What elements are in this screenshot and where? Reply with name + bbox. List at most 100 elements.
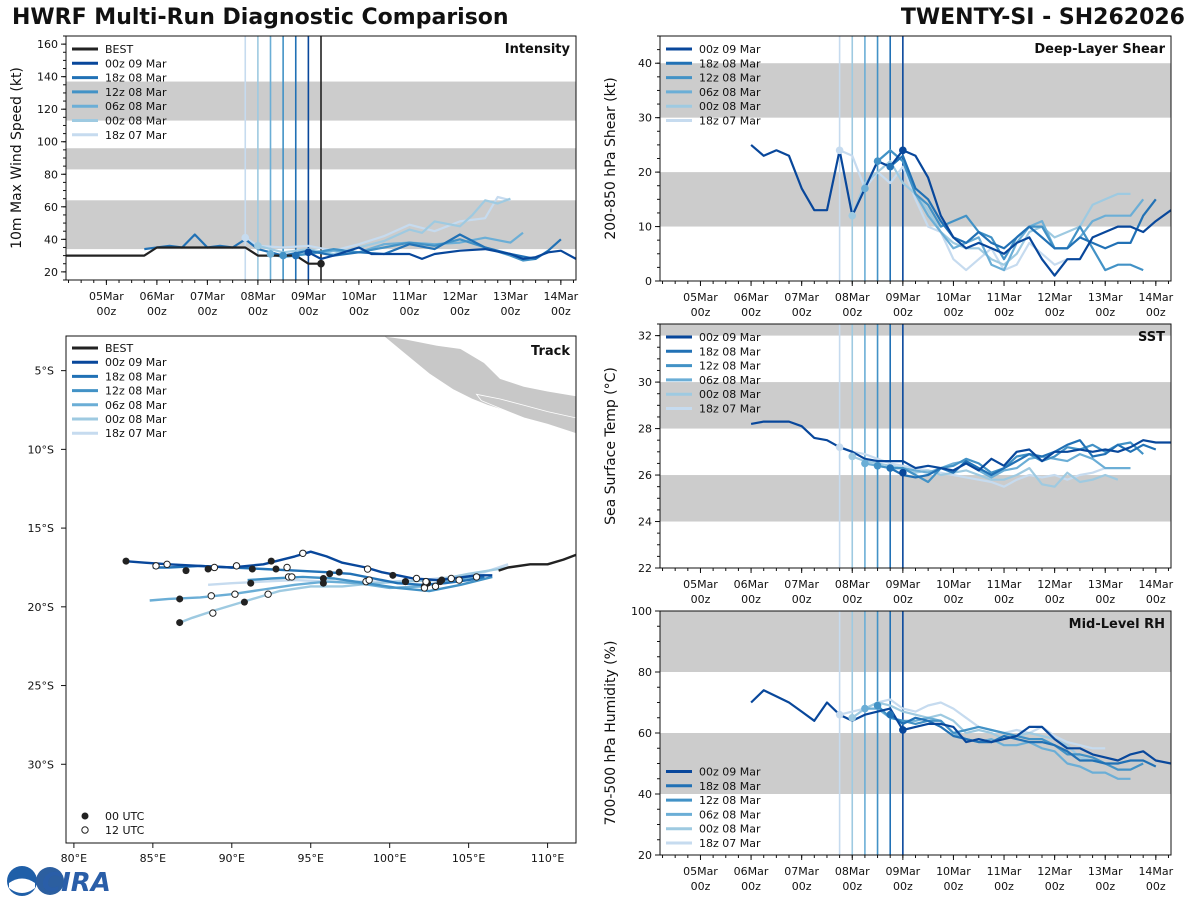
shear-xtick-label-hour-3: 00z: [842, 306, 862, 319]
track-marker-legend-00-icon: [81, 812, 89, 820]
rh-xtick-label-hour-8: 00z: [1095, 880, 1115, 893]
track-axes-frame: [65, 335, 577, 844]
track-xtick-label-2: 90°E: [219, 852, 245, 865]
sst-xtick-label-hour-2: 00z: [792, 593, 812, 606]
rh-xtick-label-hour-5: 00z: [944, 880, 964, 893]
intensity-y-axis-label: 10m Max Wind Speed (kt): [9, 67, 25, 249]
intensity-xtick-label-hour-9: 00z: [551, 305, 571, 318]
intensity-xtick-label-day-0: 05Mar: [89, 290, 124, 303]
intensity-xtick-label-day-9: 14Mar: [543, 290, 578, 303]
sst-legend-label-3: 06z 08 Mar: [699, 374, 761, 387]
rh-xtick-label-hour-9: 00z: [1146, 880, 1166, 893]
intensity-ytick-label-3: 80: [44, 168, 58, 181]
intensity-legend-label-3: 12z 08 Mar: [105, 86, 167, 99]
track-land-java-south: [475, 393, 576, 435]
rh-init-marker-18z-08-mar: [886, 710, 895, 719]
intensity-xtick-label-hour-7: 00z: [450, 305, 470, 318]
sst-panel-title: SST: [1138, 330, 1165, 345]
sst-chart: 22 24 26 28 30 32 05Mar 00z 06Mar 00z 07Mar 00z 08Ma…: [603, 323, 1174, 606]
track-marker-12utc: [420, 584, 429, 592]
intensity-init-marker-best: [317, 259, 325, 268]
track-panel-title: Track: [531, 344, 570, 359]
sst-legend-label-5: 18z 07 Mar: [699, 403, 761, 416]
track-marker-00utc: [247, 579, 255, 587]
track-marker-00utc: [204, 565, 212, 573]
intensity-xtick-label-hour-0: 00z: [97, 305, 117, 318]
track-marker-12utc: [447, 574, 455, 583]
rh-xtick-label-hour-3: 00z: [842, 880, 862, 893]
track-marker-00utc: [176, 619, 184, 627]
track-ytick-label-2: 15°S: [28, 522, 54, 535]
sst-band-0: [660, 475, 1171, 522]
rh-xtick-label-day-3: 08Mar: [835, 865, 870, 878]
intensity-series-00z-08-mar: [257, 197, 511, 256]
rh-xtick-label-day-7: 12Mar: [1037, 865, 1072, 878]
intensity-ytick-label-7: 160: [37, 38, 58, 51]
shear-band-1: [660, 63, 1171, 118]
shear-xtick-label-day-9: 14Mar: [1138, 291, 1173, 304]
rh-ytick-label-3: 80: [638, 666, 652, 679]
rh-xtick-label-day-2: 07Mar: [784, 865, 819, 878]
track-marker-12utc: [283, 563, 291, 572]
track-legend-label-3: 12z 08 Mar: [105, 385, 167, 398]
rh-legend-label-2: 12z 08 Mar: [699, 794, 761, 807]
rh-xtick-label-hour-2: 00z: [792, 880, 812, 893]
main-title: HWRF Multi-Run Diagnostic Comparison: [12, 5, 509, 30]
sst-xtick-label-day-2: 07Mar: [784, 578, 819, 591]
track-marker-12utc: [431, 582, 440, 591]
intensity-init-marker-18z-07-mar: [241, 233, 250, 242]
sst-plot-area: [660, 324, 1171, 568]
track-ytick-label-1: 10°S: [28, 443, 54, 456]
intensity-xtick-label-day-3: 08Mar: [240, 290, 275, 303]
shear-y-axis-label: 200-850 hPa Shear (kt): [603, 77, 619, 239]
track-marker-00utc: [182, 567, 190, 575]
track-marker-12utc: [472, 573, 481, 581]
shear-xtick-label-hour-8: 00z: [1095, 306, 1115, 319]
sst-y-axis-label: Sea Surface Temp (°C): [603, 367, 619, 525]
sst-xtick-label-hour-6: 00z: [994, 593, 1014, 606]
rh-xtick-label-day-4: 09Mar: [885, 865, 920, 878]
cira-logo-text: CIRA: [42, 868, 111, 898]
intensity-chart: 20 40 60 80 100 120 140 160 05Mar 00z 06Mar 00z 07Ma…: [9, 35, 579, 318]
sst-series-00z-08-mar: [851, 455, 1119, 488]
globe-icon: [36, 867, 64, 895]
sst-xtick-label-day-9: 14Mar: [1138, 578, 1173, 591]
shear-legend-label-2: 12z 08 Mar: [699, 72, 761, 85]
shear-xtick-label-hour-7: 00z: [1045, 306, 1065, 319]
shear-series-00z-08-mar: [851, 160, 1131, 266]
intensity-xtick-label-day-8: 13Mar: [493, 290, 528, 303]
rh-legend-label-1: 18z 08 Mar: [699, 780, 761, 793]
rh-chart: 20 40 60 80 100 05Mar 00z 06Mar 00z 07Mar 00z 08Mar…: [603, 605, 1174, 893]
sst-xtick-label-hour-4: 00z: [893, 593, 913, 606]
track-line-best: [498, 553, 576, 572]
sst-init-marker-18z-07-mar: [835, 443, 844, 451]
rh-xtick-label-day-5: 10Mar: [936, 865, 971, 878]
shear-series-00z-09-mar: [750, 144, 1171, 277]
rh-xtick-label-day-6: 11Mar: [987, 865, 1022, 878]
track-xtick-label-6: 110°E: [531, 852, 564, 865]
track-marker-12utc: [163, 560, 171, 569]
track-xtick-label-5: 105°E: [452, 852, 485, 865]
sst-xtick-label-day-4: 09Mar: [885, 578, 920, 591]
shear-ytick-label-0: 0: [645, 275, 652, 288]
sst-xtick-label-hour-1: 00z: [741, 593, 761, 606]
sst-init-marker-00z-09-mar: [899, 468, 907, 477]
track-xtick-label-3: 95°E: [298, 852, 324, 865]
intensity-xtick-label-day-2: 07Mar: [190, 290, 225, 303]
sst-ytick-label-1: 24: [638, 516, 652, 529]
shear-xtick-label-day-7: 12Mar: [1037, 291, 1072, 304]
rh-init-marker-00z-09-mar: [899, 726, 907, 734]
track-marker-00utc: [240, 598, 248, 606]
track-legend-label-4: 06z 08 Mar: [105, 399, 167, 412]
rh-init-marker-18z-07-mar: [835, 710, 844, 719]
track-chart: 80°E 85°E 90°E 95°E 100°E 105°E 110°E 5°S 10°S 15…: [28, 335, 577, 865]
rh-xtick-label-day-1: 06Mar: [734, 865, 769, 878]
track-ytick-label-3: 20°S: [28, 601, 54, 614]
track-marker-12utc: [207, 592, 215, 600]
rh-legend-label-3: 06z 08 Mar: [699, 808, 761, 821]
sst-series-12z-08-mar: [877, 441, 1144, 484]
track-marker-00utc: [335, 568, 343, 576]
